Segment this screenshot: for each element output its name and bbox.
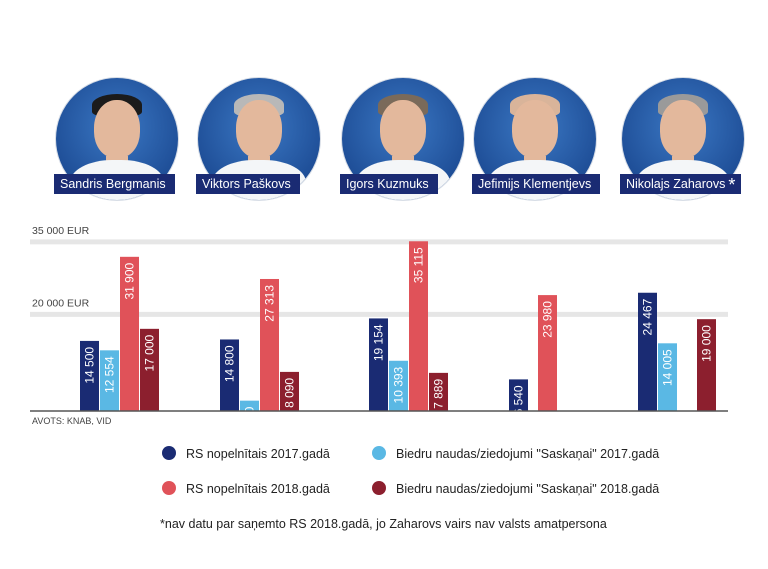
bar: [280, 371, 299, 411]
bar-value-label: 14 005: [661, 349, 675, 386]
bar-value-label: 17 000: [143, 335, 157, 372]
legend-item: Biedru naudas/ziedojumi "Saskaņai" 2017.…: [372, 446, 659, 461]
legend-item: RS nopelnītais 2017.gadā: [162, 446, 330, 461]
bar-value-label: 2 140: [243, 406, 257, 425]
legend-label: Biedru naudas/ziedojumi "Saskaņai" 2017.…: [396, 447, 660, 461]
bar: [80, 340, 99, 411]
person-name: Viktors Paškovs: [202, 177, 291, 191]
bar-value-label: 24 467: [641, 298, 655, 335]
bar-chart: 20 000 EUR 35 000 EUR 14 500 14 800 19 154 6 …: [30, 225, 728, 425]
name-tag: Jefimijs Klementjevs: [472, 174, 601, 194]
bar-value-label: 23 980: [541, 301, 555, 338]
person-card: Sandris Bergmanis: [54, 78, 184, 203]
note-mark: *: [728, 175, 736, 195]
bar: [260, 278, 279, 411]
bar-value-label: 6 540: [512, 385, 526, 415]
bar: [538, 295, 557, 411]
name-tag: Sandris Bergmanis: [54, 174, 175, 194]
person-card: Igors Kuzmuks: [340, 78, 470, 203]
name-tag: Viktors Paškovs: [196, 174, 300, 194]
name-tag: Nikolajs Zaharovs *: [620, 174, 742, 195]
y-tick-label: 35 000 EUR: [32, 225, 90, 237]
bar: [140, 328, 159, 411]
bar-value-label: 19 000: [700, 325, 714, 362]
legend-swatch: [372, 481, 386, 495]
bar: [638, 292, 657, 411]
bar: [240, 400, 259, 411]
person-card: Nikolajs Zaharovs *: [620, 78, 750, 203]
person-name: Jefimijs Klementjevs: [478, 177, 592, 191]
legend-label: RS nopelnītais 2017.gadā: [186, 447, 330, 461]
legend-swatch: [162, 446, 176, 460]
bar: [369, 318, 388, 411]
bar-value-label: 7 889: [432, 379, 446, 409]
person-card: Viktors Paškovs: [196, 78, 326, 203]
legend-swatch: [372, 446, 386, 460]
bar: [120, 256, 139, 411]
bar-value-label: 12 554: [103, 356, 117, 393]
source-note: AVOTS: KNAB, VID: [32, 416, 112, 425]
name-tag: Igors Kuzmuks: [340, 174, 438, 194]
bar: [220, 339, 239, 411]
bar-value-label: 14 800: [223, 345, 237, 382]
legend-item: RS nopelnītais 2018.gadā: [162, 481, 330, 496]
footnote: *nav datu par saņemto RS 2018.gadā, jo Z…: [160, 517, 607, 531]
bar-value-label: 35 115: [412, 247, 426, 283]
person-name: Nikolajs Zaharovs: [626, 177, 726, 191]
bar-value-label: 19 154: [372, 324, 386, 361]
y-tick-label: 20 000 EUR: [32, 297, 90, 309]
legend-label: RS nopelnītais 2018.gadā: [186, 482, 330, 496]
legend-label: Biedru naudas/ziedojumi "Saskaņai" 2018.…: [396, 482, 660, 496]
bar: [658, 343, 677, 411]
bar: [429, 372, 448, 411]
bar: [697, 319, 716, 411]
person-card: Jefimijs Klementjevs: [472, 78, 602, 203]
bar: [509, 379, 528, 411]
bar-value-label: 31 900: [123, 262, 137, 299]
bar: [409, 241, 428, 411]
bar-value-label: 8 090: [283, 378, 297, 408]
bar-value-label: 14 500: [83, 347, 97, 384]
bar-value-label: 27 313: [263, 285, 277, 322]
bar: [389, 360, 408, 411]
person-name: Sandris Bergmanis: [60, 177, 166, 191]
person-name: Igors Kuzmuks: [346, 177, 429, 191]
bar-value-label: 10 393: [392, 366, 406, 403]
legend-item: Biedru naudas/ziedojumi "Saskaņai" 2018.…: [372, 481, 659, 496]
bar: [100, 350, 119, 411]
legend-swatch: [162, 481, 176, 495]
